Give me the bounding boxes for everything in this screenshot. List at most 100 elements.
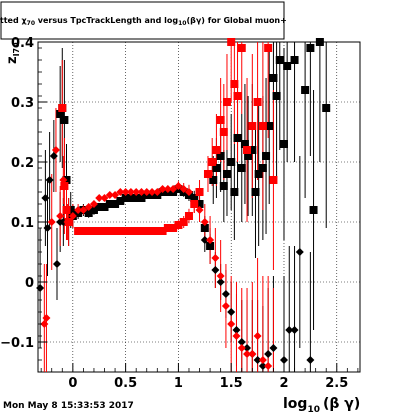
data-point-square [116,197,125,205]
data-point-diamond [100,194,109,202]
data-point-diamond [264,350,273,358]
data-point-diamond [290,326,299,334]
data-point-square [269,176,278,184]
data-point-square [142,227,151,235]
data-point-diamond [84,203,93,211]
data-point-square [227,158,236,166]
title-box: itted χ70 versus TpcTrackLength and log1… [0,1,287,40]
data-point-square [253,98,262,106]
data-point-diamond [63,218,72,226]
y-tick-label: −0.1 [0,336,34,351]
x-axis-label: log10 (β γ) [283,396,360,414]
data-point-square [121,227,130,235]
data-point-square [148,227,157,235]
data-point-square [169,224,178,232]
data-point-diamond [200,236,209,244]
data-point-square [163,224,172,232]
data-point-square [272,92,281,100]
data-point-square [222,98,231,106]
data-point-square [60,116,69,124]
data-point-square [230,80,239,88]
data-point-square [227,38,236,46]
data-point-diamond [221,302,230,310]
data-point-diamond [190,200,199,208]
data-point-square [132,227,141,235]
data-point-square [230,188,239,196]
data-point-diamond [243,350,252,358]
data-point-square [174,221,183,229]
data-point-diamond [42,314,51,322]
data-point-square [84,209,93,217]
data-point-square [219,182,228,190]
data-point-diamond [121,188,130,196]
data-point-square [265,122,274,130]
data-point-diamond [243,344,252,352]
data-point-square [258,122,267,130]
data-point-diamond [258,362,267,370]
data-point-diamond [56,212,65,220]
data-point-square [158,227,167,235]
data-point-diamond [285,326,294,334]
data-point-square [190,194,199,202]
data-point-diamond [206,236,215,244]
data-point-diamond [53,260,62,268]
data-point-square [137,227,146,235]
data-point-diamond [59,218,68,226]
data-point-square [209,176,218,184]
data-point-diamond [200,218,209,226]
data-point-diamond [306,356,315,364]
data-point-square [184,212,193,220]
data-point-square [137,194,146,202]
y-axis-label: zI70 [5,42,21,64]
data-point-square [290,56,299,64]
data-point-square [306,44,315,52]
data-point-square [208,158,217,166]
data-point-square [262,152,271,160]
y-tick-label: 0 [25,276,34,291]
data-point-diamond [126,188,135,196]
data-point-diamond [184,188,193,196]
data-point-square [111,200,120,208]
data-point-diamond [174,182,183,190]
data-point-diamond [237,338,246,346]
data-point-square [195,200,204,208]
data-point-square [251,188,260,196]
data-point-square [222,170,231,178]
data-point-square [243,146,252,154]
data-point-diamond [148,188,157,196]
data-point-diamond [221,290,230,298]
data-point-diamond [49,152,58,160]
data-point-diamond [253,332,262,340]
x-tick-label: 2.5 [325,376,348,391]
data-point-diamond [43,224,52,232]
x-tick-label: 0 [68,376,77,391]
data-point-square [126,227,135,235]
data-point-diamond [227,320,236,328]
data-point-square [74,227,83,235]
axis-ticks [38,41,359,373]
data-point-square [89,206,98,214]
data-point-square [84,227,93,235]
data-point-diamond [74,206,83,214]
data-point-diamond [95,194,104,202]
data-point-square [301,86,310,94]
data-point-square [66,206,75,214]
data-point-square [100,203,109,211]
data-point-square [203,170,212,178]
data-point-square [116,227,125,235]
data-point-square [279,140,288,148]
data-point-diamond [142,188,151,196]
data-point-diamond [258,356,267,364]
data-point-diamond [264,362,273,370]
data-point-square [264,44,273,52]
footer-timestamp: Mon May 8 15:33:53 2017 [3,401,134,411]
data-point-diamond [132,188,141,196]
data-point-square [237,164,246,172]
data-point-square [322,104,331,112]
data-point-square [153,227,162,235]
data-point-diamond [47,218,56,226]
data-point-square [105,227,114,235]
data-point-diamond [45,176,54,184]
x-tick-label: 1.5 [220,376,243,391]
